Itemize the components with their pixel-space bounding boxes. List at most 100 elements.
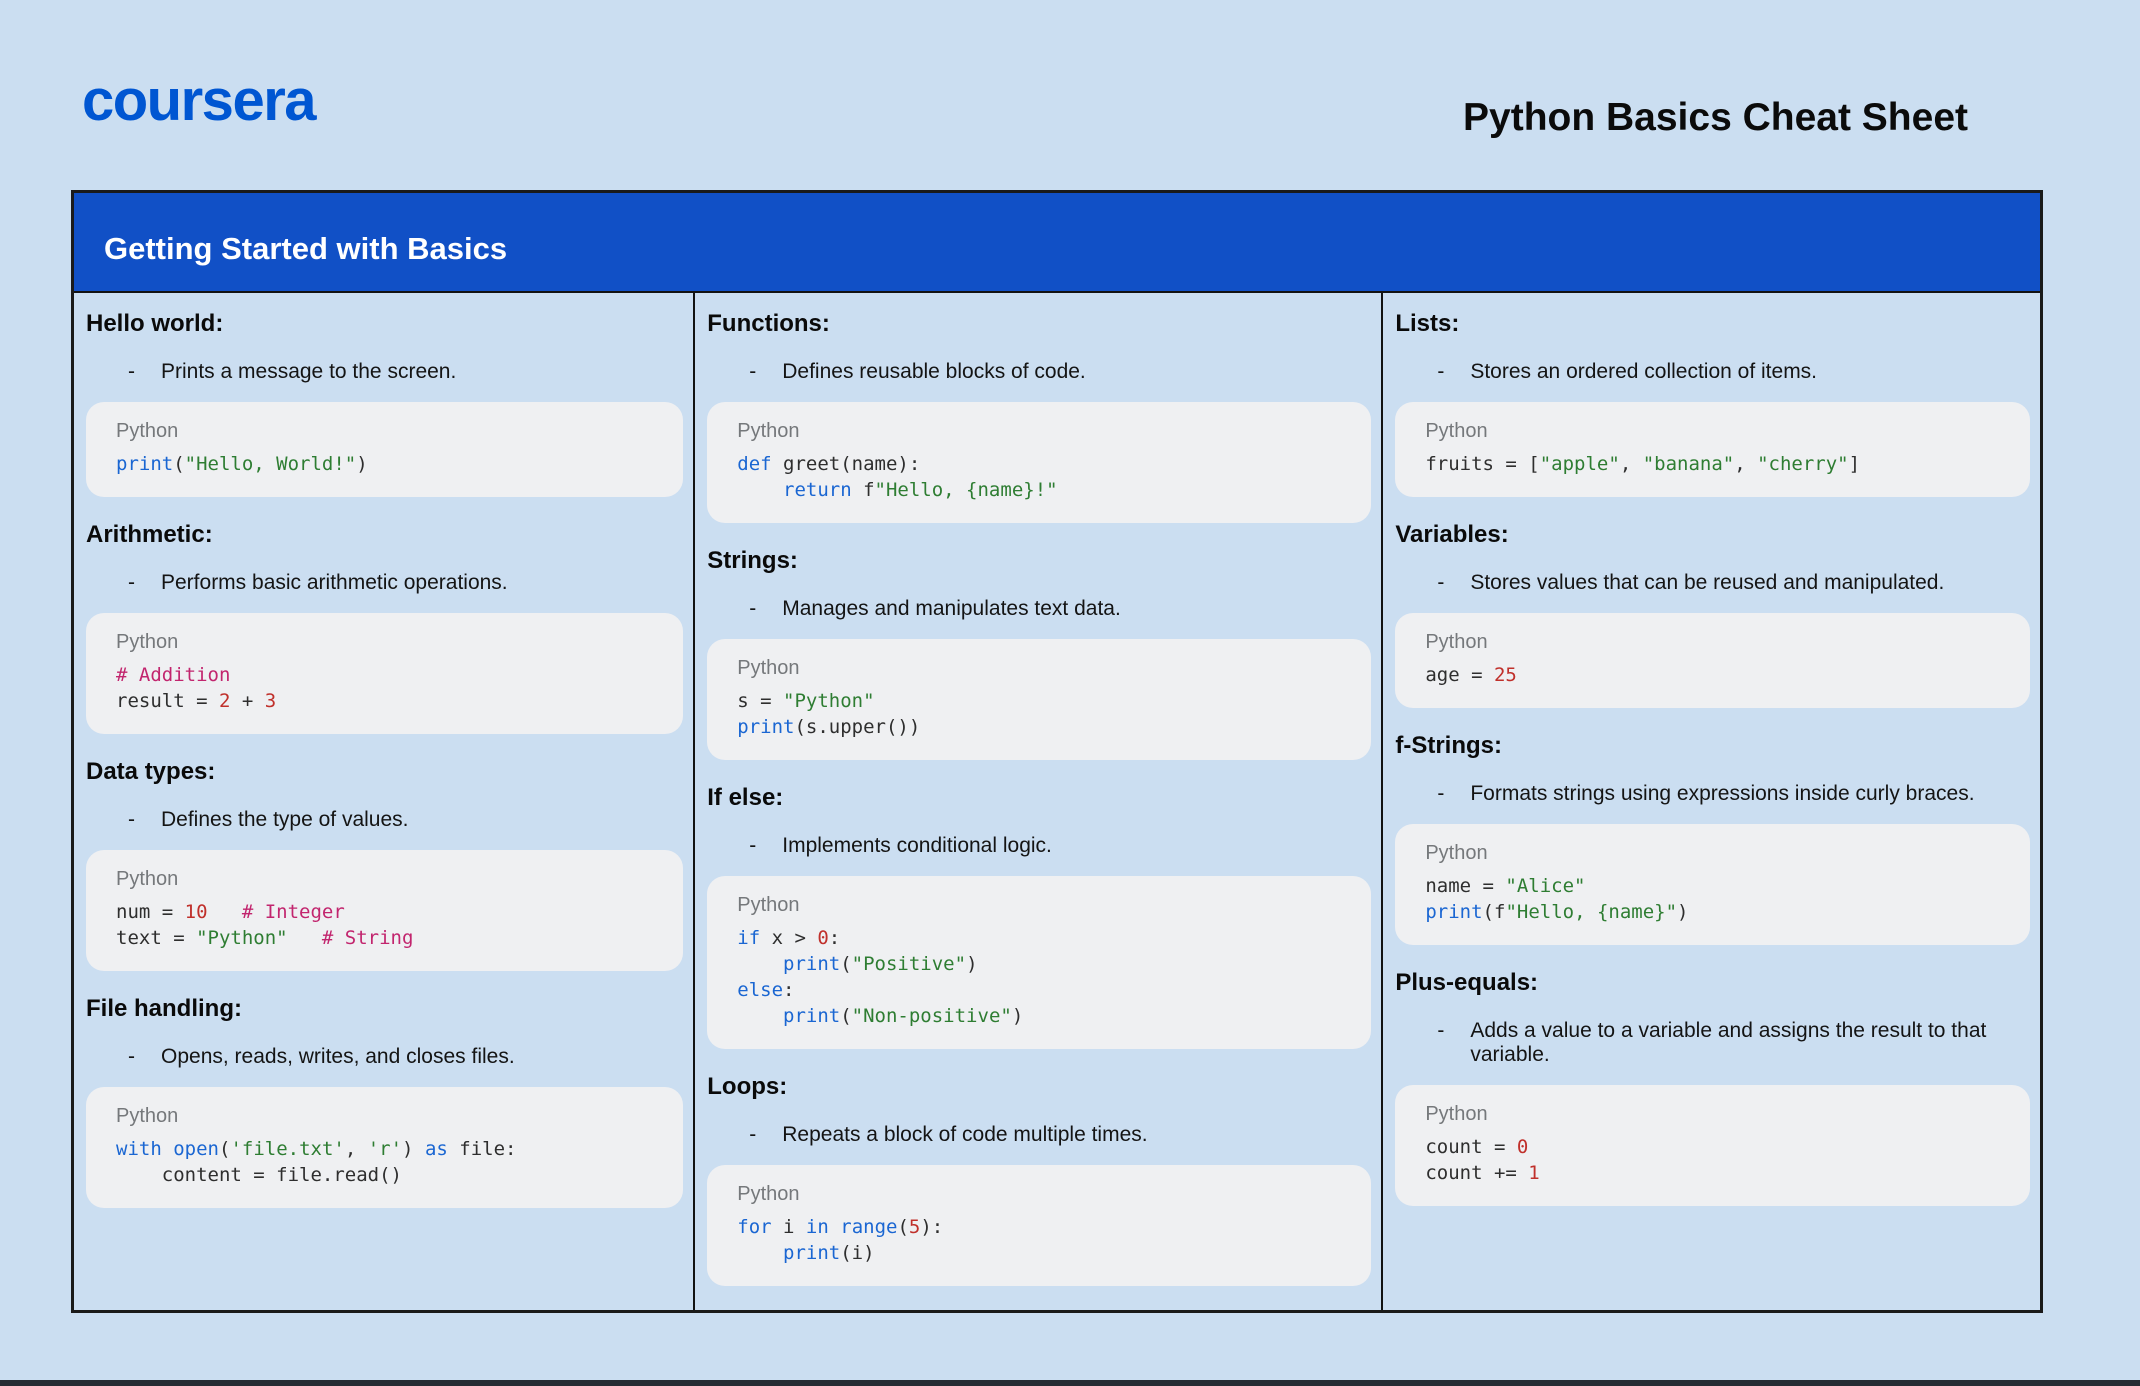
section-heading: Loops: [707,1073,1369,1101]
section-heading: Arithmetic: [86,521,681,549]
section-description: - Prints a message to the screen. [128,360,679,384]
section-heading: Plus-equals: [1395,969,2028,997]
bullet-dash: - [749,597,756,621]
bullet-dash: - [749,1123,756,1147]
code-block: Python with open('file.txt', 'r') as file… [86,1087,683,1208]
section-heading: f-Strings: [1395,732,2028,760]
code-snippet: s = "Python" print(s.upper()) [737,688,1341,740]
section-functions: Functions: - Defines reusable blocks of co… [695,310,1381,523]
bullet-text: Adds a value to a variable and assigns t… [1470,1019,2026,1067]
bullet-text: Defines the type of values. [161,808,408,832]
section-description: -Stores values that can be reused and ma… [1437,571,2026,595]
code-language-label: Python [116,420,653,443]
code-snippet: name = "Alice" print(f"Hello, {name}") [1425,873,2000,925]
bullet-dash: - [749,360,756,384]
code-language-label: Python [116,631,653,654]
section-data-types: Data types: - Defines the type of values. P… [74,758,693,971]
section-f-strings: f-Strings: -Formats strings using express… [1383,732,2040,945]
columns-container: Hello world: - Prints a message to the scr… [74,293,2040,1310]
bullet-dash: - [128,808,135,832]
code-language-label: Python [737,894,1341,917]
bullet-dash: - [1437,782,1444,806]
code-block: Python fruits = ["apple", "banana", "cher… [1395,402,2030,497]
section-file-handling: File handling: -Opens, reads, writes, and… [74,995,693,1208]
bullet-dash: - [128,571,135,595]
page-header: coursera Python Basics Cheat Sheet [0,0,2140,190]
section-description: -Formats strings using expressions insid… [1437,782,2026,806]
section-strings: Strings: - Manages and manipulates text da… [695,547,1381,760]
cheat-sheet-table: Getting Started with Basics Hello world:… [71,190,2043,1313]
code-snippet: fruits = ["apple", "banana", "cherry"] [1425,451,2000,477]
code-snippet: num = 10 # Integer text = "Python" # Str… [116,899,653,951]
section-heading: File handling: [86,995,681,1023]
code-language-label: Python [737,1183,1341,1206]
bullet-text: Prints a message to the screen. [161,360,456,384]
column-2: Functions: - Defines reusable blocks of co… [695,293,1383,1310]
section-heading: Data types: [86,758,681,786]
section-description: -Adds a value to a variable and assigns … [1437,1019,2026,1067]
code-block: Python s = "Python" print(s.upper()) [707,639,1371,760]
bullet-text: Defines reusable blocks of code. [782,360,1086,384]
code-snippet: print("Hello, World!") [116,451,653,477]
code-language-label: Python [1425,842,2000,865]
code-block: Python def greet(name): return f"Hello, {… [707,402,1371,523]
column-1: Hello world: - Prints a message to the scr… [74,293,695,1310]
code-language-label: Python [1425,1103,2000,1126]
bullet-text: Manages and manipulates text data. [782,597,1121,621]
code-block: Python age = 25 [1395,613,2030,708]
section-variables: Variables: -Stores values that can be reu… [1383,521,2040,708]
code-block: Python if x > 0: print("Positive") else: … [707,876,1371,1049]
section-description: - Manages and manipulates text data. [749,597,1367,621]
bullet-text: Repeats a block of code multiple times. [782,1123,1147,1147]
section-description: - Defines reusable blocks of code. [749,360,1367,384]
code-snippet: for i in range(5): print(i) [737,1214,1341,1266]
section-heading: Functions: [707,310,1369,338]
bullet-dash: - [1437,1019,1444,1067]
section-description: -Implements conditional logic. [749,834,1367,858]
bullet-text: Stores an ordered collection of items. [1470,360,1817,384]
code-snippet: # Addition result = 2 + 3 [116,662,653,714]
code-language-label: Python [1425,420,2000,443]
section-heading: If else: [707,784,1369,812]
section-lists: Lists: - Stores an ordered collection of i… [1383,310,2040,497]
column-3: Lists: - Stores an ordered collection of i… [1383,293,2040,1310]
bullet-text: Performs basic arithmetic operations. [161,571,508,595]
section-plus-equals: Plus-equals: -Adds a value to a variable … [1383,969,2040,1206]
code-block: Python # Addition result = 2 + 3 [86,613,683,734]
section-description: - Repeats a block of code multiple times. [749,1123,1367,1147]
code-snippet: age = 25 [1425,662,2000,688]
page-title: Python Basics Cheat Sheet [1463,96,1968,140]
section-arithmetic: Arithmetic: - Performs basic arithmetic op… [74,521,693,734]
bullet-text: Stores values that can be reused and man… [1470,571,1944,595]
code-language-label: Python [1425,631,2000,654]
section-description: - Defines the type of values. [128,808,679,832]
section-heading: Hello world: [86,310,681,338]
section-heading: Variables: [1395,521,2028,549]
code-snippet: def greet(name): return f"Hello, {name}!… [737,451,1341,503]
code-snippet: if x > 0: print("Positive") else: print(… [737,925,1341,1029]
code-block: Python num = 10 # Integer text = "Python"… [86,850,683,971]
section-heading: Lists: [1395,310,2028,338]
code-language-label: Python [116,868,653,891]
section-description: - Performs basic arithmetic operations. [128,571,679,595]
code-block: Pythoncount = 0 count += 1 [1395,1085,2030,1206]
code-language-label: Python [737,420,1341,443]
banner-title: Getting Started with Basics [104,231,507,267]
code-snippet: with open('file.txt', 'r') as file: cont… [116,1136,653,1188]
code-language-label: Python [116,1105,653,1128]
code-block: Python name = "Alice" print(f"Hello, {nam… [1395,824,2030,945]
section-heading: Strings: [707,547,1369,575]
bottom-edge [0,1380,2140,1386]
code-block: Python print("Hello, World!") [86,402,683,497]
code-block: Python for i in range(5): print(i) [707,1165,1371,1286]
code-language-label: Python [737,657,1341,680]
section-if-else: If else: -Implements conditional logic. Py… [695,784,1381,1049]
coursera-logo: coursera [82,72,315,130]
bullet-dash: - [1437,360,1444,384]
section-description: -Opens, reads, writes, and closes files. [128,1045,679,1069]
section-hello-world: Hello world: - Prints a message to the scr… [74,310,693,497]
section-banner: Getting Started with Basics [74,193,2040,293]
bullet-dash: - [128,360,135,384]
section-description: - Stores an ordered collection of items. [1437,360,2026,384]
bullet-dash: - [749,834,756,858]
